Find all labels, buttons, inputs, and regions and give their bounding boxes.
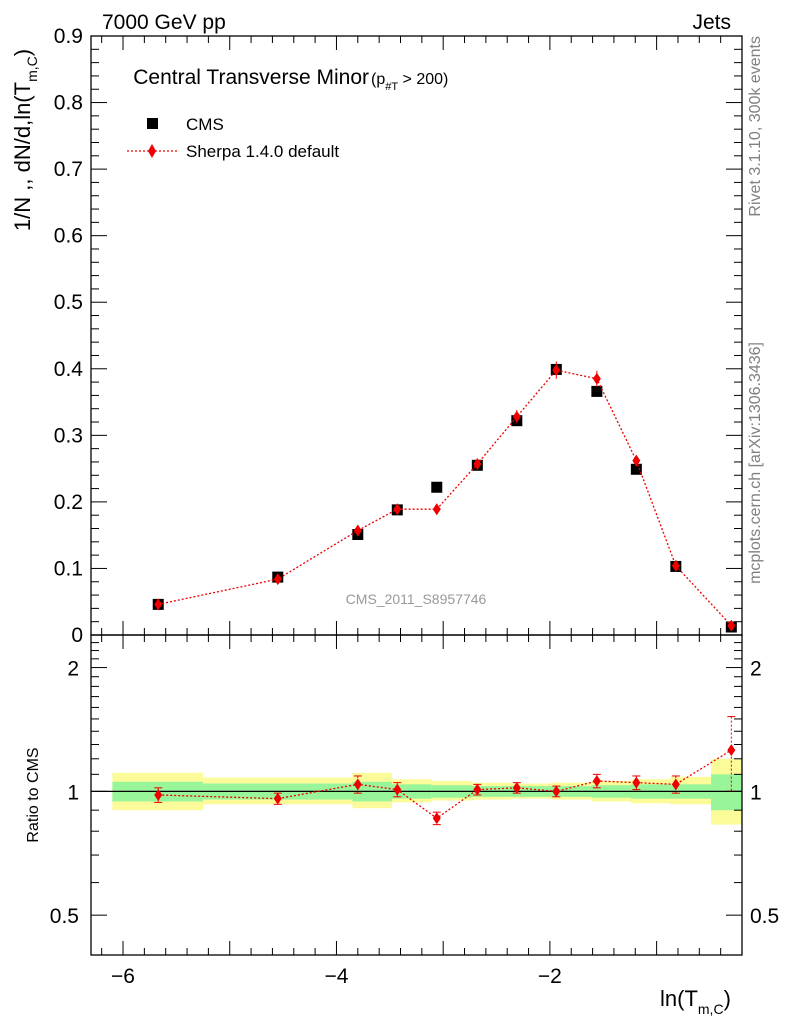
y-tick-label: 0.2	[54, 491, 83, 514]
y-axis-label-main: 1/N ,, dN/d,ln(T	[10, 82, 35, 231]
legend-sherpa-marker	[148, 144, 156, 158]
process-label: Jets	[692, 11, 731, 34]
sherpa-data-point	[512, 410, 521, 423]
cms-data-point	[591, 385, 603, 397]
ratio-data-point	[432, 812, 441, 825]
y-tick-label: 0.8	[54, 92, 83, 115]
mcplots-reference-label: mcplots.cern.ch [arXiv:1306.3436]	[747, 342, 764, 584]
cms-data-point	[431, 481, 443, 493]
y-tick-label: 0.4	[54, 358, 84, 381]
ratio-data-point	[353, 778, 362, 791]
ratio-y-tick-label-right: 2	[750, 658, 762, 681]
ratio-data-point	[273, 792, 282, 805]
sherpa-data-point	[432, 503, 441, 516]
x-axis-label-main: ln(T	[660, 986, 698, 1011]
y-axis-label-close: )	[10, 49, 35, 56]
cms-data-point	[630, 463, 642, 475]
ratio-data-point	[552, 785, 561, 798]
y-tick-label: 0.5	[54, 291, 83, 314]
ratio-data-point	[592, 774, 601, 787]
ratio-y-tick-label: 1	[67, 781, 79, 804]
ratio-data-point	[473, 783, 482, 796]
legend-cms-marker	[147, 118, 158, 129]
y-axis-label: 1/N ,, dN/d,ln(Tm,C)	[10, 49, 40, 231]
sherpa-data-point	[353, 524, 362, 537]
rivet-version-label: Rivet 3.1.10, 300k events	[747, 36, 764, 217]
y-tick-label: 0.6	[54, 225, 83, 248]
ratio-data-point	[727, 744, 736, 757]
legend-sherpa-label: Sherpa 1.4.0 default	[186, 142, 339, 161]
title-cut-prefix: (p	[371, 71, 385, 88]
legend-cms-label: CMS	[186, 115, 224, 134]
y-tick-label: 0	[71, 624, 83, 647]
ratio-y-tick-label-right: 0.5	[750, 905, 779, 928]
x-tick-label: −6	[111, 965, 135, 988]
analysis-watermark: CMS_2011_S8957746	[346, 591, 487, 607]
ratio-data-point	[512, 781, 521, 794]
x-axis-label: ln(Tm,C)	[660, 986, 731, 1017]
legend: CMS Sherpa 1.4.0 default	[127, 115, 339, 161]
y-tick-label: 0.3	[54, 424, 83, 447]
plot-title: Central Transverse Minor	[133, 66, 369, 89]
title-cut-suffix: > 200)	[398, 71, 448, 88]
x-tick-label: −2	[538, 965, 562, 988]
y-tick-label: 0.1	[54, 557, 83, 580]
x-axis-label-sub: m,C	[698, 1001, 724, 1017]
sherpa-data-point	[671, 559, 680, 572]
sherpa-data-point	[727, 619, 736, 632]
y-tick-label: 0.7	[54, 158, 83, 181]
sherpa-data-point	[154, 598, 163, 611]
x-tick-label: −4	[324, 965, 348, 988]
ratio-y-tick-label-right: 1	[750, 781, 762, 804]
sherpa-data-point	[592, 372, 601, 385]
collision-label: 7000 GeV pp	[102, 11, 226, 34]
ratio-uncertainty-bands	[91, 758, 742, 825]
x-axis-label-close: )	[724, 986, 731, 1011]
sherpa-data-point	[632, 454, 641, 467]
ratio-data-marks	[154, 716, 736, 826]
axes: −6 −4 −2 0 0.1 0.2 0.3 0.4 0.5 0.6 0.7 0.8 0.9 0.5 0.5…	[50, 25, 779, 988]
ratio-panel-frame	[90, 634, 743, 956]
ratio-band-inner	[711, 774, 742, 811]
ratio-data-point	[671, 778, 680, 791]
sherpa-data-point	[393, 503, 402, 516]
plot-title-cut: (p#T > 200)	[371, 71, 448, 93]
y-tick-label: 0.9	[54, 25, 83, 48]
ratio-y-tick-label: 2	[67, 658, 79, 681]
sherpa-curve	[158, 369, 732, 627]
main-data-marks	[152, 361, 737, 633]
y-axis-label-sub: m,C	[24, 56, 40, 82]
ratio-data-point	[154, 788, 163, 801]
title-cut-subscript: #T	[385, 81, 398, 93]
ratio-y-axis-label: Ratio to CMS	[25, 747, 42, 842]
ratio-data-point	[393, 783, 402, 796]
ratio-data-point	[632, 776, 641, 789]
sherpa-data-point	[473, 457, 482, 470]
ratio-y-tick-label: 0.5	[50, 905, 79, 928]
sherpa-data-point	[273, 573, 282, 586]
sherpa-data-point	[552, 364, 561, 377]
